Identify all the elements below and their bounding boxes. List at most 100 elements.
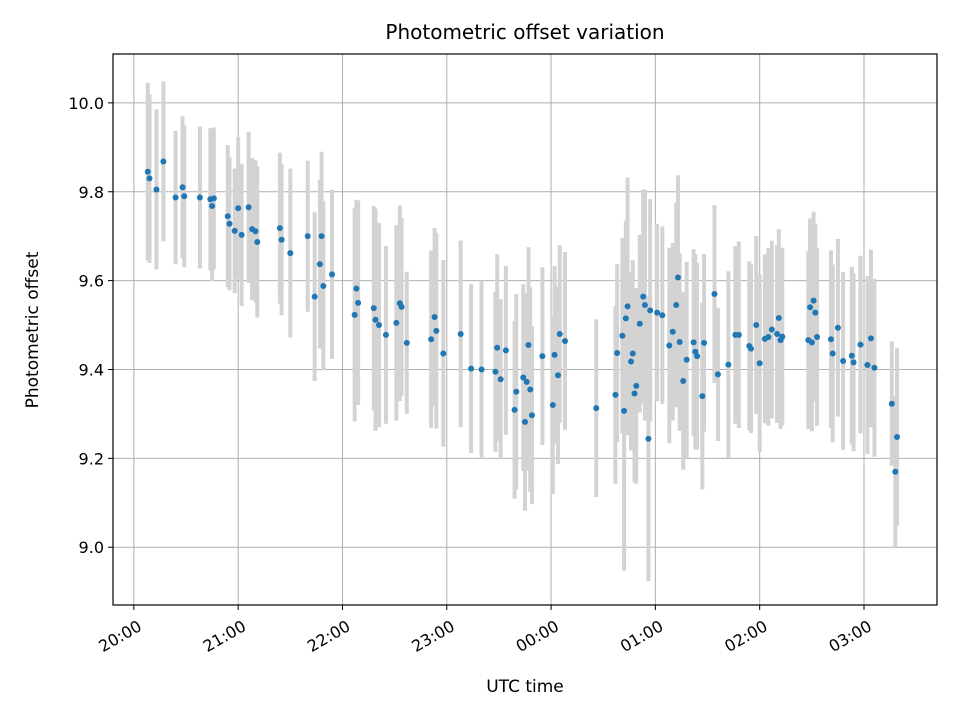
data-point [714, 371, 721, 378]
data-point [556, 330, 563, 337]
data-point [209, 202, 216, 209]
data-point [522, 418, 528, 425]
data-point [659, 312, 666, 319]
data-point [647, 307, 654, 314]
data-point [210, 195, 217, 202]
data-point [871, 364, 878, 371]
data-point [492, 368, 499, 375]
data-point [867, 335, 874, 342]
data-points [144, 158, 901, 475]
x-axis-label: UTC time [486, 677, 564, 697]
y-tick-label: 9.0 [79, 538, 104, 557]
data-point [888, 400, 895, 407]
data-point [238, 231, 245, 238]
data-point [614, 350, 621, 357]
data-point [850, 359, 857, 366]
data-point [311, 293, 318, 300]
data-point [812, 309, 819, 316]
data-point [622, 315, 629, 322]
data-point [276, 225, 283, 232]
data-point [440, 350, 447, 357]
data-point [403, 339, 410, 346]
data-point [393, 319, 400, 326]
data-point [146, 175, 153, 182]
data-point [840, 358, 847, 365]
data-point [624, 303, 631, 310]
data-point [329, 271, 336, 278]
data-point [320, 282, 327, 289]
data-point [520, 374, 527, 381]
data-point [699, 393, 706, 400]
data-point [549, 402, 556, 409]
data-point [735, 331, 742, 338]
data-point [525, 342, 532, 349]
data-point [502, 347, 509, 354]
data-point [775, 314, 782, 321]
data-point [355, 299, 362, 306]
data-point [593, 405, 600, 412]
data-point [619, 332, 626, 339]
data-point [676, 338, 683, 345]
data-point [372, 316, 379, 323]
data-point [226, 220, 233, 227]
data-point [523, 378, 530, 385]
data-point [527, 386, 534, 393]
data-point [768, 326, 775, 333]
data-point [631, 390, 638, 397]
data-point [555, 372, 562, 379]
data-point [494, 344, 501, 351]
y-axis: 9.0 9.2 9.4 9.6 9.8 10.0 [68, 94, 113, 557]
data-point [640, 293, 647, 300]
y-tick-label: 9.4 [79, 360, 104, 379]
data-point [539, 353, 546, 360]
y-tick-label: 9.6 [79, 272, 104, 291]
data-point [370, 305, 377, 312]
data-point [834, 324, 841, 331]
data-point [382, 331, 389, 338]
data-point [287, 250, 294, 257]
data-point [814, 334, 821, 341]
data-point [654, 309, 661, 316]
data-point [511, 406, 518, 413]
data-point [252, 228, 259, 235]
data-point [431, 314, 438, 321]
data-point [892, 468, 899, 475]
data-point [160, 158, 167, 165]
data-point [433, 327, 440, 334]
data-point [690, 339, 697, 346]
data-point [753, 322, 760, 329]
data-point [779, 333, 786, 340]
data-point [351, 311, 358, 318]
data-point [810, 297, 817, 304]
data-point [645, 435, 652, 442]
data-point [641, 302, 648, 309]
data-point [857, 341, 864, 348]
data-point [701, 339, 708, 346]
data-point [629, 350, 636, 357]
data-point [765, 334, 772, 341]
data-point [353, 285, 360, 292]
data-point [848, 352, 855, 359]
data-point [725, 361, 732, 368]
data-point [673, 302, 680, 309]
chart-title: Photometric offset variation [385, 20, 664, 44]
data-point [551, 351, 558, 358]
data-point [231, 227, 238, 234]
data-point [179, 184, 186, 191]
data-point [144, 168, 151, 175]
data-point [636, 320, 643, 327]
data-point [669, 328, 676, 335]
data-point [478, 366, 485, 373]
data-point [172, 194, 179, 201]
data-point [224, 213, 231, 220]
y-tick-label: 9.8 [79, 183, 104, 202]
data-point [235, 205, 242, 212]
data-point [894, 434, 901, 441]
data-point [513, 388, 520, 395]
data-point [666, 342, 673, 349]
data-point [633, 382, 640, 389]
data-point [829, 350, 836, 357]
data-point [181, 193, 188, 200]
data-point [153, 186, 160, 193]
